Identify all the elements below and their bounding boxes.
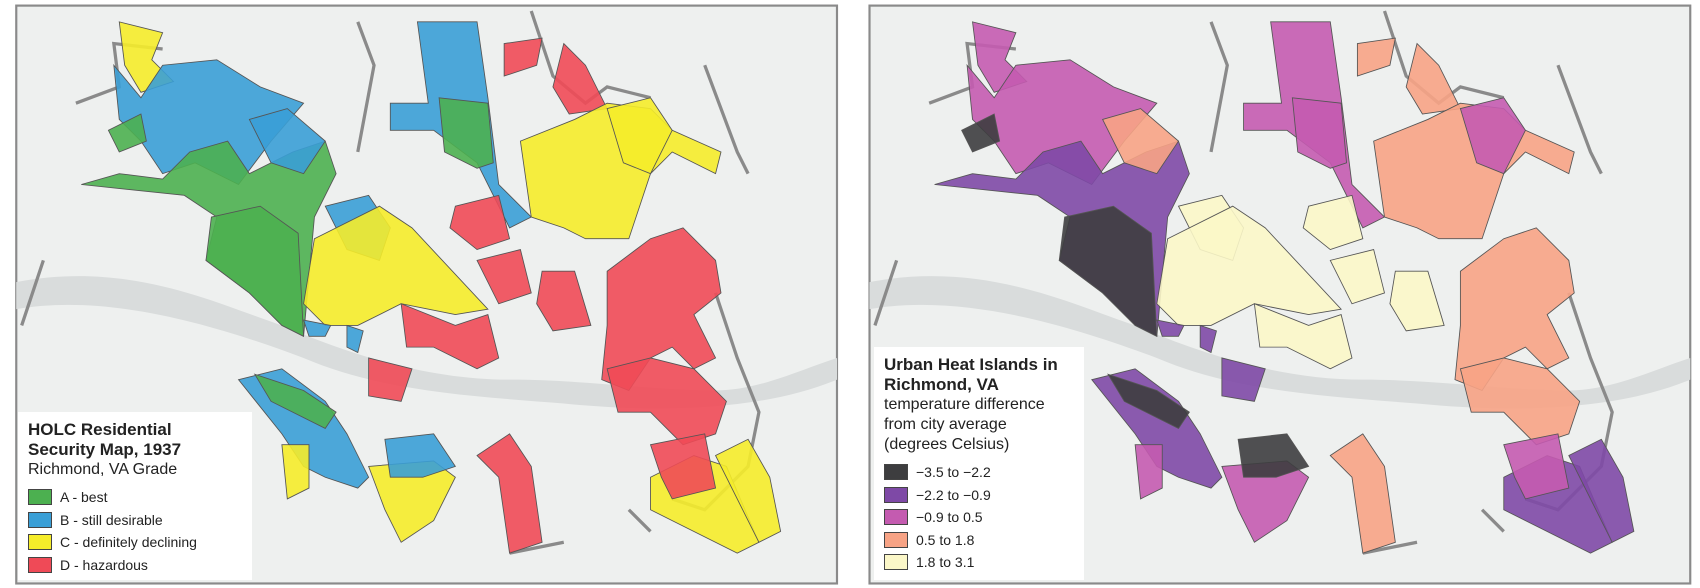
legend-label: D - hazardous: [60, 556, 148, 573]
district: [281, 444, 310, 500]
district: [476, 433, 543, 554]
river: [869, 276, 1691, 409]
district: [519, 102, 722, 240]
district: [961, 113, 1001, 153]
legend-swatch: [884, 486, 908, 503]
district: [346, 324, 364, 354]
district: [1058, 205, 1158, 338]
district: [1459, 357, 1581, 446]
legend-item: C - definitely declining: [28, 531, 242, 554]
legend-swatch: [28, 556, 52, 573]
legend-swatch: [884, 531, 908, 548]
district: [1134, 444, 1163, 500]
district: [606, 357, 727, 446]
district: [438, 97, 494, 169]
district: [303, 205, 489, 326]
district: [1356, 37, 1396, 77]
district: [248, 108, 326, 175]
district: [449, 194, 511, 251]
legend-swatch: [884, 464, 908, 481]
legend-label: 1.8 to 3.1: [916, 554, 975, 571]
legend-item: −2.2 to −0.9: [884, 484, 1074, 507]
district: [1156, 319, 1185, 337]
district: [205, 205, 305, 338]
district: [536, 270, 592, 332]
district: [649, 433, 717, 500]
legend-label: −0.9 to 0.5: [916, 509, 983, 526]
district: [1329, 433, 1396, 554]
district: [1459, 97, 1526, 175]
legend-item: 0.5 to 1.8: [884, 529, 1074, 552]
district: [1107, 373, 1190, 429]
district: [368, 357, 413, 402]
district: [107, 113, 147, 153]
district: [1329, 249, 1386, 305]
district: [400, 303, 500, 370]
district: [1199, 324, 1217, 354]
river: [16, 276, 837, 409]
legend-subtitle: temperature difference from city average…: [884, 396, 1045, 453]
legend-label: −3.5 to −2.2: [916, 464, 991, 481]
legend-swatch: [884, 554, 908, 571]
district: [1454, 227, 1575, 392]
district: [476, 249, 532, 305]
district: [1373, 102, 1575, 240]
legend-item: A - best: [28, 486, 242, 509]
district: [1568, 438, 1635, 543]
district: [552, 42, 608, 115]
district: [1291, 97, 1348, 169]
legend-label: C - definitely declining: [60, 534, 197, 551]
district: [1253, 303, 1353, 370]
legend-subtitle: Richmond, VA Grade: [28, 461, 178, 478]
district: [1302, 194, 1364, 251]
legend-item: 1.8 to 3.1: [884, 551, 1074, 574]
legend-label: 0.5 to 1.8: [916, 531, 975, 548]
district: [1156, 205, 1343, 326]
legend-item: D - hazardous: [28, 554, 242, 577]
legend-title: HOLC Residential Security Map, 1937: [28, 420, 182, 459]
legend-swatch: [28, 489, 52, 506]
legend-swatch: [28, 511, 52, 528]
legend-item: B - still desirable: [28, 509, 242, 532]
legend: HOLC Residential Security Map, 1937 Rich…: [18, 412, 252, 580]
legend-label: −2.2 to −0.9: [916, 486, 991, 503]
legend-swatch: [884, 509, 908, 526]
district: [1405, 42, 1462, 115]
district: [1503, 433, 1570, 500]
legend-title: Urban Heat Islands in Richmond, VA: [884, 355, 1058, 394]
legend-label: B - still desirable: [60, 511, 163, 528]
district: [606, 97, 673, 175]
legend: Urban Heat Islands in Richmond, VA tempe…: [874, 347, 1084, 580]
district: [1101, 108, 1180, 175]
legend-item: −3.5 to −2.2: [884, 461, 1074, 484]
district: [253, 373, 337, 429]
district: [1389, 270, 1445, 332]
district: [1237, 433, 1310, 478]
district: [1221, 357, 1266, 402]
district: [384, 433, 457, 478]
legend-label: A - best: [60, 489, 108, 506]
legend-item: −0.9 to 0.5: [884, 506, 1074, 529]
district: [503, 37, 543, 77]
district: [601, 227, 722, 392]
map-left: [15, 4, 839, 585]
district: [302, 319, 332, 337]
district: [714, 438, 782, 543]
legend-swatch: [28, 534, 52, 551]
